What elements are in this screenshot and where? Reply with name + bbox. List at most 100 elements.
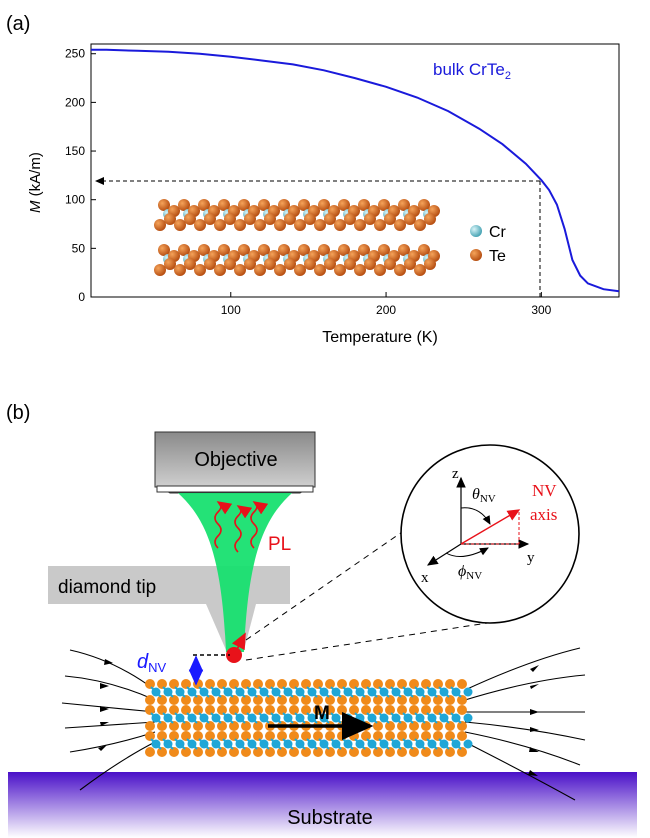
te-atom <box>178 244 190 256</box>
te-atom <box>181 747 191 757</box>
te-atom <box>264 213 276 225</box>
bond <box>186 738 198 750</box>
field-arrowheads <box>98 659 539 776</box>
te-atom <box>337 679 347 689</box>
te-atom <box>217 747 227 757</box>
te-atom <box>277 747 287 757</box>
panel-a-label: (a) <box>6 13 30 35</box>
bond <box>282 712 294 724</box>
te-atom <box>258 244 270 256</box>
bond <box>294 738 306 750</box>
te-atom <box>193 747 203 757</box>
bond <box>402 712 414 724</box>
te-atom <box>361 705 371 715</box>
te-atom <box>373 679 383 689</box>
te-atom <box>334 219 346 231</box>
te-atom <box>433 747 443 757</box>
te-atom <box>457 731 467 741</box>
y-axis-label: M (kA/m) <box>27 152 44 213</box>
te-atom <box>193 731 203 741</box>
te-atom <box>278 244 290 256</box>
bond <box>306 686 318 698</box>
bond <box>378 712 390 724</box>
bond <box>246 686 258 698</box>
bond <box>210 738 222 750</box>
te-atom <box>385 695 395 705</box>
te-atom <box>274 264 286 276</box>
te-atom <box>397 705 407 715</box>
te-atom <box>253 679 263 689</box>
te-atom <box>217 705 227 715</box>
te-atom <box>244 213 256 225</box>
te-atom <box>184 213 196 225</box>
te-atom <box>169 747 179 757</box>
te-atom <box>284 213 296 225</box>
theta-nv-label: θNV <box>472 486 496 505</box>
bond <box>282 738 294 750</box>
inset-y-label: y <box>527 550 535 566</box>
te-atom <box>424 213 436 225</box>
te-atom <box>193 721 203 731</box>
te-atom <box>397 731 407 741</box>
x-tick-label: 200 <box>376 303 396 317</box>
te-atom <box>301 731 311 741</box>
te-atom <box>457 747 467 757</box>
te-atom <box>364 258 376 270</box>
te-atom <box>241 731 251 741</box>
te-atom <box>354 264 366 276</box>
nv-axis-label-line2: axis <box>530 505 557 524</box>
te-atom <box>445 731 455 741</box>
te-atom <box>205 731 215 741</box>
te-atom <box>457 695 467 705</box>
te-atom <box>361 695 371 705</box>
nv-axis-label-line1: NV <box>532 481 557 500</box>
te-atom <box>229 731 239 741</box>
te-atom <box>457 721 467 731</box>
bond <box>234 712 246 724</box>
te-atom <box>414 219 426 231</box>
te-atom <box>265 695 275 705</box>
te-atom <box>409 695 419 705</box>
te-atom <box>358 199 370 211</box>
te-atom <box>214 264 226 276</box>
te-atom <box>433 731 443 741</box>
te-atom <box>174 219 186 231</box>
te-atom <box>217 721 227 731</box>
te-atom <box>198 199 210 211</box>
bond <box>258 712 270 724</box>
legend-cr-label: Cr <box>489 224 507 241</box>
te-atom <box>433 721 443 731</box>
te-atom <box>204 258 216 270</box>
te-atom <box>229 721 239 731</box>
te-atom <box>301 747 311 757</box>
bond <box>234 686 246 698</box>
te-atom <box>157 721 167 731</box>
diamond-tip-label: diamond tip <box>58 577 156 598</box>
te-atom <box>318 199 330 211</box>
te-atom <box>349 731 359 741</box>
te-atom <box>241 695 251 705</box>
te-atom <box>265 679 275 689</box>
te-atom <box>205 721 215 731</box>
bond <box>414 738 426 750</box>
te-atom <box>274 219 286 231</box>
axis-ticks: 0 50 100 150 200 250 100 200 300 <box>65 47 552 317</box>
bond <box>330 712 342 724</box>
plot-frame <box>90 43 620 298</box>
te-atom <box>385 705 395 715</box>
bond <box>318 712 330 724</box>
te-atom <box>409 679 419 689</box>
te-atom <box>289 731 299 741</box>
magnetization-label: M <box>314 703 330 724</box>
te-atom <box>184 258 196 270</box>
legend-cr-marker <box>470 225 482 237</box>
te-atom <box>294 264 306 276</box>
te-atom <box>181 695 191 705</box>
bond <box>222 686 234 698</box>
magnetization-plot: 0 50 100 150 200 250 100 200 300 Cr Te bulk CrTe… <box>65 43 620 317</box>
te-atom <box>385 731 395 741</box>
te-atom <box>289 695 299 705</box>
te-atom <box>421 747 431 757</box>
bond <box>450 738 462 750</box>
phi-nv-label: ϕNV <box>458 563 482 582</box>
